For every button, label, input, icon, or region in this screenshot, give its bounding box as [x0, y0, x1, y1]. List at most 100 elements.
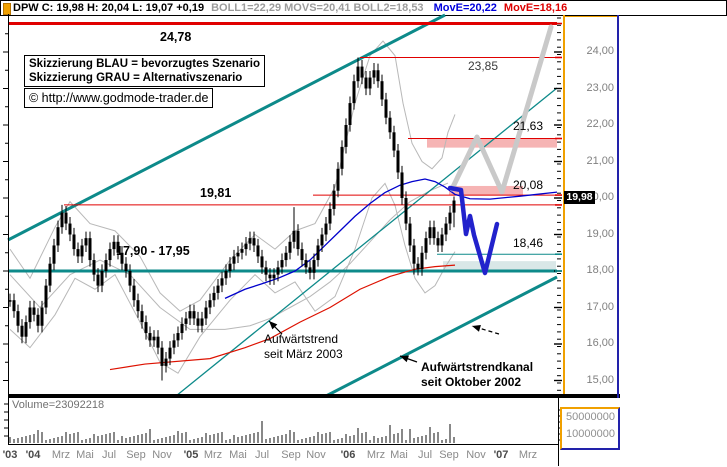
- price-axis-label: 21,00: [586, 154, 614, 167]
- level-label-2163: 21,63: [513, 119, 544, 133]
- candle-body: [288, 241, 292, 253]
- time-axis-label: Sep: [281, 449, 301, 461]
- gray-scenario-sketch: [449, 24, 554, 195]
- legend-line-blue: Skizzierung BLAU = bevorzugtes Szenario: [29, 58, 261, 70]
- bollinger-gray_mid: [9, 182, 449, 330]
- time-axis-label: Mai: [76, 449, 94, 461]
- candle-body: [20, 325, 24, 337]
- time-axis-label: '06: [340, 449, 356, 461]
- annotation-trend-2003-line2: seit März 2003: [264, 347, 343, 361]
- candle-body: [60, 212, 64, 228]
- candle-body: [308, 267, 312, 273]
- candle-body: [132, 285, 136, 301]
- candle-body: [248, 238, 252, 244]
- candle-body: [292, 230, 296, 242]
- volume-axis-label: 50000000: [566, 411, 615, 423]
- level-label-2385: 23,85: [468, 59, 499, 73]
- legend-line-gray: Skizzierung GRAU = Alternativszenario: [29, 72, 243, 84]
- candle-body: [204, 307, 208, 319]
- ema-fast-text: MovE=20,22: [433, 2, 497, 14]
- candle-body: [332, 190, 336, 209]
- annotation-channel-2002-line2: seit Oktober 2002: [421, 375, 522, 389]
- time-axis-label: '03: [2, 449, 18, 461]
- time-axis-label: Mai: [390, 449, 408, 461]
- candle-body: [236, 252, 240, 257]
- time-axis-label: '05: [183, 449, 199, 461]
- current-price-marker: 19,98: [564, 191, 595, 204]
- candle-body: [116, 241, 120, 253]
- candle-body: [172, 340, 176, 348]
- candle-body: [272, 274, 276, 279]
- time-axis-label: Nov: [152, 449, 172, 461]
- time-axis-label: '07: [493, 449, 509, 461]
- candle-body: [344, 125, 348, 147]
- level-label-1981: 19,81: [200, 186, 232, 200]
- candle-body: [328, 208, 332, 224]
- info-bar: DPW C: 19,98 H: 20,04 L: 19,07 +0,19 BOLL…: [0, 0, 727, 16]
- candle-body: [136, 300, 140, 312]
- time-axis-label: Nov: [466, 449, 486, 461]
- candle-body: [448, 212, 452, 224]
- candle-body: [80, 245, 84, 257]
- candle-body: [100, 271, 104, 286]
- copyright-box: © http://www.godmode-trader.de: [24, 88, 214, 108]
- volume-left-border: [8, 398, 9, 444]
- candle-body: [316, 245, 320, 261]
- candle-body: [108, 249, 112, 261]
- candle-body: [112, 241, 116, 250]
- candle-body: [128, 271, 132, 286]
- candle-body: [156, 336, 160, 348]
- annotation-channel-2002: Aufwärtstrendkanal seit Oktober 2002: [421, 360, 533, 390]
- annotation-arrowhead: [400, 355, 409, 363]
- candle-body: [428, 227, 432, 239]
- time-axis-label: Mrz: [203, 449, 223, 461]
- candle-body: [208, 300, 212, 308]
- candle-body: [52, 245, 56, 264]
- time-axis-label: Mrz: [51, 449, 71, 461]
- candle-body: [92, 260, 96, 275]
- candle-body: [392, 132, 396, 151]
- price-axis-label: 23,00: [586, 81, 614, 94]
- axis-top-orange-border: [563, 16, 618, 17]
- plot-left-border: [8, 14, 9, 398]
- axis-divider: [558, 398, 559, 466]
- candle-body: [72, 234, 76, 250]
- candle-body: [160, 347, 164, 366]
- bollinger-values-text: BOLL1=22,29 MOVS=20,41 BOLL2=18,53: [211, 2, 424, 14]
- resistance-zone: [449, 185, 523, 196]
- candle-body: [168, 347, 172, 359]
- candle-body: [228, 263, 232, 271]
- time-axis-label: Mai: [229, 449, 247, 461]
- candle-body: [84, 238, 88, 246]
- time-axis-label: Nov: [306, 449, 326, 461]
- candle-body: [196, 318, 200, 326]
- candle-body: [252, 238, 256, 246]
- level-label-2478: 24,78: [160, 30, 192, 44]
- time-axis-label: Sep: [126, 449, 146, 461]
- candle-body: [124, 263, 128, 271]
- annotation-channel-2002-line1: Aufwärtstrendkanal: [421, 360, 534, 374]
- upper-channel-okt2002-trendline: [7, 13, 446, 242]
- candle-body: [396, 150, 400, 173]
- candle-body: [336, 168, 340, 191]
- candle-body: [300, 249, 304, 261]
- price-axis-label: 16,00: [586, 337, 614, 349]
- candle-body: [268, 274, 272, 279]
- candle-body: [68, 223, 72, 235]
- candle-body: [176, 333, 180, 341]
- candle-body: [76, 249, 80, 257]
- price-axis-label: 24,00: [586, 45, 614, 57]
- candle-body: [240, 249, 244, 253]
- time-axis-label: Jul: [101, 449, 117, 461]
- time-axis-label: Jul: [254, 449, 270, 461]
- level-label-1846: 18,46: [513, 236, 544, 250]
- support-zone: [443, 261, 556, 271]
- candle-body: [12, 300, 16, 312]
- candle-body: [280, 260, 284, 268]
- candle-body: [388, 117, 392, 133]
- candle-body: [444, 223, 448, 235]
- candle-body: [36, 314, 40, 326]
- candle-body: [184, 318, 188, 324]
